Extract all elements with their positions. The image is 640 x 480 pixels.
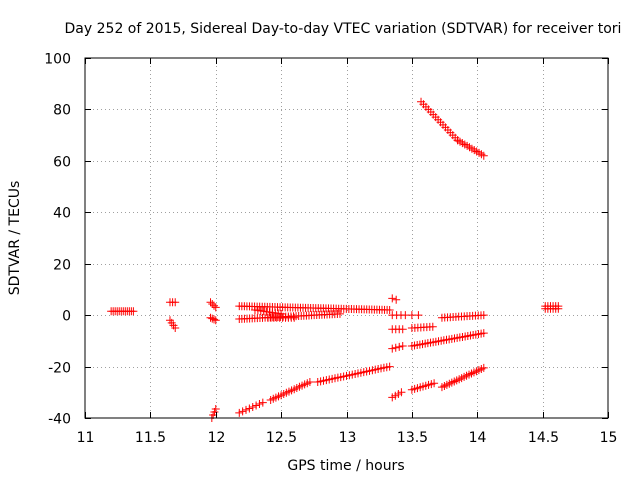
data-point	[206, 298, 215, 307]
data-point	[206, 313, 215, 322]
y-tick-label: 40	[53, 206, 71, 222]
x-tick-label: 11	[77, 430, 95, 446]
y-tick-label: 0	[62, 309, 71, 325]
data-point	[395, 342, 404, 351]
y-tick-label: 60	[53, 155, 71, 171]
data-point	[238, 407, 247, 416]
data-point	[208, 314, 217, 323]
y-tick-label: 20	[53, 258, 71, 274]
data-point	[305, 378, 314, 386]
data-point	[290, 313, 299, 322]
data-point	[210, 315, 219, 324]
data-point	[252, 401, 261, 410]
data-point	[479, 151, 488, 160]
x-tick-label: 11.5	[135, 430, 166, 446]
y-tick-label: -20	[48, 361, 71, 377]
data-point	[211, 316, 220, 325]
data-point	[235, 408, 244, 417]
x-tick-label: 12.5	[266, 430, 297, 446]
y-axis-label: SDTVAR / TECUs	[7, 181, 23, 296]
data-point	[171, 324, 180, 332]
data-point	[428, 322, 437, 331]
x-tick-label: 13.5	[397, 430, 428, 446]
x-tick-label: 12	[208, 430, 226, 446]
x-tick-label: 14	[469, 430, 487, 446]
x-tick-label: 13	[339, 430, 357, 446]
data-point	[391, 343, 400, 352]
x-tick-label: 14.5	[528, 430, 559, 446]
data-point	[258, 398, 267, 407]
x-axis-label: GPS time / hours	[287, 458, 404, 474]
data-point	[210, 301, 219, 310]
x-tick-label: 15	[600, 430, 618, 446]
data-point	[430, 379, 439, 388]
data-point	[398, 342, 407, 350]
data-point	[385, 306, 394, 314]
data-point	[129, 307, 138, 316]
data-point	[479, 329, 488, 338]
data-point	[255, 400, 264, 409]
data-point	[385, 362, 394, 371]
data-point	[392, 295, 401, 304]
data-point	[554, 304, 563, 313]
data-point	[208, 300, 217, 308]
y-tick-label: 80	[53, 103, 71, 119]
chart-title: Day 252 of 2015, Sidereal Day-to-day VTE…	[65, 21, 622, 37]
grid	[85, 58, 608, 418]
data-point	[397, 388, 406, 397]
axis-ticks: 11 11.5 12 12.5 13 13.5 14 14.5 15 -40 -20 0 20 40 60 8…	[44, 52, 617, 447]
data-point	[335, 309, 344, 318]
data-point	[479, 363, 488, 372]
data-point	[171, 298, 180, 307]
y-tick-label: -40	[48, 412, 71, 428]
data-point	[242, 405, 251, 414]
plot-frame	[84, 57, 609, 419]
data-point	[388, 294, 397, 303]
data-point	[248, 402, 257, 411]
data-point	[388, 344, 397, 353]
data-point	[211, 405, 220, 413]
data-point	[245, 404, 254, 413]
data-point	[414, 311, 423, 320]
data-points	[107, 97, 563, 422]
y-tick-label: 100	[44, 52, 71, 68]
data-point	[211, 303, 220, 312]
data-point	[277, 309, 286, 318]
data-point	[479, 311, 488, 320]
data-point	[398, 325, 407, 334]
